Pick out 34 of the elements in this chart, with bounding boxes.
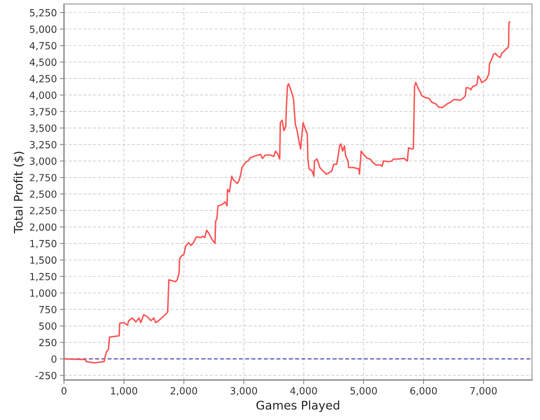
y-tick-label: 3,250 (30, 140, 56, 150)
y-tick-label: 4,000 (30, 92, 56, 100)
y-tick-label: 2,250 (30, 206, 56, 216)
y-tick-label: 750 (39, 306, 56, 314)
y-tick-label: 5,250 (30, 9, 56, 18)
x-tick-label: 7,000 (470, 387, 497, 396)
y-tick-label: 4,500 (30, 58, 56, 67)
x-tick-label: 2,000 (170, 387, 198, 396)
y-tick-label: 5,000 (30, 26, 56, 34)
y-tick-label: 0 (52, 355, 56, 363)
y-tick-label: 2,000 (30, 223, 56, 232)
x-tick-label: 5,000 (350, 387, 377, 396)
y-axis-title: Total Profit ($) (14, 152, 24, 234)
y-tick-label: 1,000 (30, 289, 56, 298)
y-tick-label: 1,500 (30, 256, 56, 265)
x-axis-title: Games Played (256, 400, 340, 412)
y-tick-label: 3,000 (30, 157, 56, 166)
y-tick-label: 3,500 (30, 124, 56, 133)
y-tick-label: 4,250 (30, 75, 56, 84)
line-series (64, 21, 511, 364)
y-tick-label: 2,750 (30, 174, 56, 182)
x-tick-label: 3,000 (230, 387, 258, 396)
x-tick-label: 0 (62, 387, 66, 394)
y-tick-label: 4,750 (30, 42, 56, 50)
x-tick-label: 1,000 (111, 387, 138, 396)
y-tick-label: 2,500 (30, 190, 56, 199)
y-tick-label: 500 (39, 322, 56, 330)
y-tick-label: 250 (39, 338, 56, 346)
y-tick-label: 1,250 (30, 272, 56, 282)
y-tick-label: -250 (35, 372, 56, 380)
x-tick-label: 4,000 (290, 387, 317, 396)
y-tick-label: 1,750 (30, 240, 56, 248)
x-tick-label: 6,000 (410, 387, 437, 396)
y-tick-label: 3,750 (30, 108, 56, 116)
